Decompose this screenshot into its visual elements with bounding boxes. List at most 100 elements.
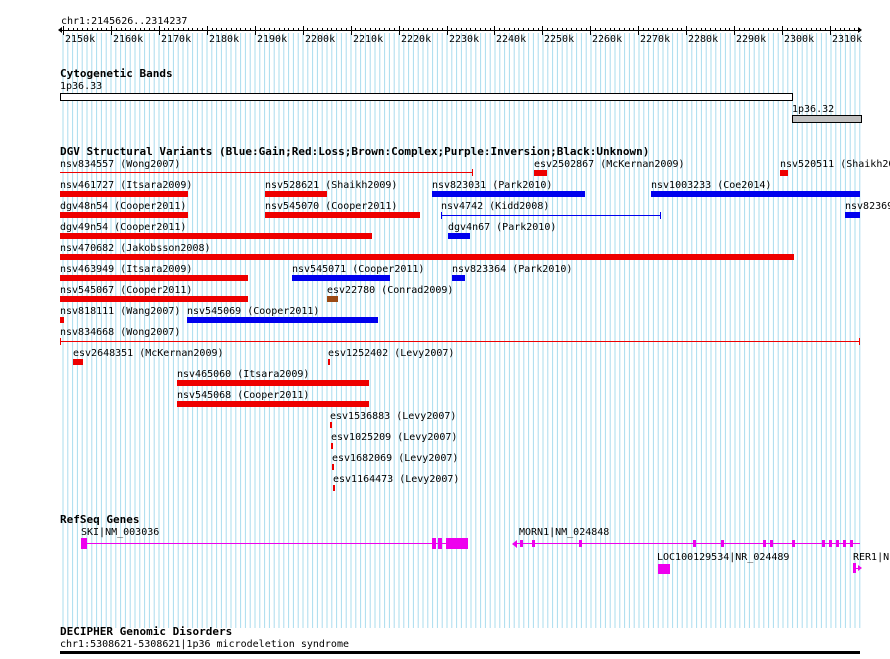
dgv-feature-line[interactable] <box>441 215 661 216</box>
dgv-feature-bar[interactable] <box>265 191 327 197</box>
dgv-feature-line-end <box>859 338 860 345</box>
dgv-track-title: DGV Structural Variants (Blue:Gain;Red:L… <box>60 145 650 158</box>
cytoband-1p36-33-label: 1p36.33 <box>60 81 103 92</box>
ruler-minor-tick <box>528 28 529 31</box>
ruler-minor-tick <box>806 28 807 31</box>
ruler-minor-tick <box>279 28 280 31</box>
ruler-minor-tick <box>327 28 328 31</box>
decipher-feature-label: chr1:5308621-5308621|1p36 microdeletion … <box>60 639 349 650</box>
dgv-feature-bar[interactable] <box>73 359 83 365</box>
dgv-feature-bar[interactable] <box>177 380 369 386</box>
ruler-minor-tick <box>274 28 275 31</box>
ruler-minor-tick <box>144 28 145 31</box>
decipher-track-title: DECIPHER Genomic Disorders <box>60 625 233 638</box>
ruler-minor-tick <box>605 28 606 31</box>
dgv-feature-bar[interactable] <box>651 191 860 197</box>
dgv-feature-bar[interactable] <box>845 212 860 218</box>
ruler-minor-tick <box>264 28 265 31</box>
gene-exon <box>520 540 523 547</box>
ruler-minor-tick <box>116 28 117 31</box>
dgv-feature-bar[interactable] <box>292 275 390 281</box>
dgv-feature-line[interactable] <box>60 172 473 173</box>
gene-exon <box>829 540 832 547</box>
ruler-minor-tick <box>801 28 802 31</box>
dgv-feature-label: nsv545071 (Cooper2011) <box>292 264 425 275</box>
dgv-feature-label: nsv463949 (Itsara2009) <box>60 264 193 275</box>
dgv-feature-label: nsv4742 (Kidd2008) <box>441 201 550 212</box>
ruler-minor-tick <box>466 28 467 31</box>
ruler-major-tick <box>830 26 831 35</box>
ruler-minor-tick <box>269 28 270 31</box>
dgv-feature-label: nsv823031 (Park2010) <box>432 180 553 191</box>
ruler-minor-tick <box>610 28 611 31</box>
dgv-feature-bar[interactable] <box>534 170 547 176</box>
dgv-feature-bar[interactable] <box>60 233 372 239</box>
ruler-minor-tick <box>552 28 553 31</box>
dgv-feature-bar[interactable] <box>432 191 585 197</box>
dgv-feature-bar[interactable] <box>780 170 788 176</box>
ruler-axis[interactable] <box>60 30 860 31</box>
dgv-feature-line[interactable] <box>60 341 860 342</box>
dgv-feature-bar[interactable] <box>448 233 470 239</box>
dgv-feature-bar[interactable] <box>332 464 334 470</box>
dgv-feature-bar[interactable] <box>452 275 465 281</box>
dgv-feature-bar[interactable] <box>177 401 369 407</box>
ruler-minor-tick <box>183 28 184 31</box>
ruler-major-tick <box>207 26 208 35</box>
gene-exon <box>853 563 856 573</box>
ruler-minor-tick <box>485 28 486 31</box>
dgv-feature-bar[interactable] <box>331 443 333 449</box>
ruler-minor-tick <box>619 28 620 31</box>
dgv-feature-label: nsv1003233 (Coe2014) <box>651 180 772 191</box>
dgv-feature-bar[interactable] <box>60 254 794 260</box>
dgv-feature-label: nsv545070 (Cooper2011) <box>265 201 398 212</box>
decipher-feature-bar[interactable] <box>60 651 860 654</box>
ruler-minor-tick <box>854 28 855 31</box>
dgv-feature-bar[interactable] <box>327 296 338 302</box>
dgv-feature-label: nsv82369 <box>845 201 890 212</box>
dgv-feature-label: esv2648351 (McKernan2009) <box>73 348 224 359</box>
cytoband-1p36-32[interactable] <box>792 115 862 123</box>
ruler-major-tick <box>447 26 448 35</box>
gene-exon <box>532 540 535 547</box>
ruler-minor-tick <box>705 28 706 31</box>
ruler-region-label: chr1:2145626..2314237 <box>61 16 188 27</box>
ruler-minor-tick <box>384 28 385 31</box>
gene-loc100129534-label: LOC100129534|NR_024489 <box>657 552 790 563</box>
dgv-feature-bar[interactable] <box>333 485 335 491</box>
dgv-feature-bar[interactable] <box>187 317 378 323</box>
ruler-minor-tick <box>212 28 213 31</box>
dgv-feature-bar[interactable] <box>60 212 188 218</box>
dgv-feature-bar[interactable] <box>330 422 332 428</box>
cytoband-1p36-33[interactable] <box>60 93 793 101</box>
ruler-minor-tick <box>820 28 821 31</box>
ruler-minor-tick <box>763 28 764 31</box>
dgv-feature-label: nsv818111 (Wang2007) <box>60 306 181 317</box>
dgv-feature-bar[interactable] <box>60 191 188 197</box>
ruler-major-tick <box>734 26 735 35</box>
ruler-minor-tick <box>375 28 376 31</box>
gene-rer1-label: RER1|N <box>853 552 890 563</box>
ruler-minor-tick <box>432 28 433 31</box>
dgv-feature-label: esv1682069 (Levy2007) <box>332 453 459 464</box>
ruler-minor-tick <box>600 28 601 31</box>
dgv-feature-bar[interactable] <box>60 317 64 323</box>
dgv-feature-label: nsv545069 (Cooper2011) <box>187 306 320 317</box>
dgv-feature-label: nsv823364 (Park2010) <box>452 264 573 275</box>
dgv-feature-bar[interactable] <box>60 296 248 302</box>
ruler-tick-label: 2310k <box>832 34 863 45</box>
ruler-major-tick <box>638 26 639 35</box>
ruler-minor-tick <box>480 28 481 31</box>
ruler-tick-label: 2160k <box>113 34 144 45</box>
ruler-tick-label: 2250k <box>544 34 575 45</box>
dgv-feature-bar[interactable] <box>265 212 420 218</box>
ruler-minor-tick <box>173 28 174 31</box>
ruler-major-tick <box>590 26 591 35</box>
ruler-minor-tick <box>408 28 409 31</box>
ruler-minor-tick <box>576 28 577 31</box>
dgv-feature-bar[interactable] <box>60 275 248 281</box>
gene-loc100129534[interactable] <box>658 564 670 574</box>
dgv-feature-bar[interactable] <box>328 359 330 365</box>
ruler-minor-tick <box>643 28 644 31</box>
ruler-tick-label: 2190k <box>257 34 288 45</box>
